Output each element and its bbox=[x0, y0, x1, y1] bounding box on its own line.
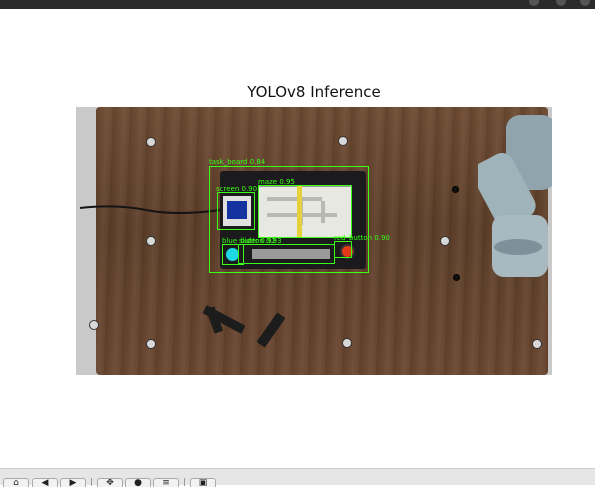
window-control-icon[interactable] bbox=[529, 0, 539, 6]
toolbar-separator bbox=[91, 478, 92, 486]
home-icon[interactable]: ⌂ bbox=[3, 478, 29, 487]
bbox-task-board bbox=[209, 166, 369, 273]
screen-device bbox=[223, 196, 251, 226]
window-control-icon[interactable] bbox=[556, 0, 566, 6]
mounting-hole bbox=[452, 186, 459, 193]
configure-subplots-icon[interactable]: ≡ bbox=[153, 478, 179, 487]
slider-track bbox=[252, 249, 330, 259]
figure-toolbar: ⌂ ◀ ▶ ✥ ● ≡ ▣ bbox=[0, 468, 595, 487]
back-icon[interactable]: ◀ bbox=[32, 478, 58, 487]
bbox-label: screen 0.90 bbox=[216, 185, 258, 193]
bbox-label: maze 0.95 bbox=[258, 178, 295, 186]
mounting-hole bbox=[532, 339, 542, 349]
window-control-icon[interactable] bbox=[580, 0, 590, 6]
inference-image: task_board 0.84 maze 0.95 screen 0.90 bl… bbox=[76, 107, 552, 375]
bbox-blue-button bbox=[222, 244, 244, 265]
mounting-hole bbox=[338, 136, 348, 146]
pan-icon[interactable]: ✥ bbox=[97, 478, 123, 487]
mounting-hole bbox=[453, 274, 460, 281]
zoom-icon[interactable]: ● bbox=[125, 478, 151, 487]
bbox-red-button bbox=[334, 241, 352, 258]
mounting-hole bbox=[89, 320, 99, 330]
mounting-hole bbox=[440, 236, 450, 246]
figure-title: YOLOv8 Inference bbox=[247, 83, 381, 101]
bbox-maze bbox=[258, 185, 352, 238]
bbox-screen bbox=[217, 192, 255, 230]
blue-button-device bbox=[226, 248, 239, 261]
robot-arm bbox=[478, 115, 552, 277]
save-icon[interactable]: ▣ bbox=[190, 478, 216, 487]
cable bbox=[79, 205, 222, 214]
mounting-hole bbox=[342, 338, 352, 348]
maze-probe bbox=[297, 186, 302, 238]
mounting-hole bbox=[146, 236, 156, 246]
mounting-hole bbox=[146, 339, 156, 349]
bbox-label: red_button 0.90 bbox=[334, 234, 390, 242]
window-title-bar bbox=[0, 0, 595, 9]
bbox-label: blue_button 0.93 bbox=[222, 237, 282, 245]
toolbar-separator bbox=[184, 478, 185, 486]
forward-icon[interactable]: ▶ bbox=[60, 478, 86, 487]
bbox-label: task_board 0.84 bbox=[209, 158, 266, 166]
mounting-hole bbox=[146, 137, 156, 147]
bbox-label: slider 0.92 bbox=[239, 237, 276, 245]
bbox-slider bbox=[238, 244, 335, 264]
